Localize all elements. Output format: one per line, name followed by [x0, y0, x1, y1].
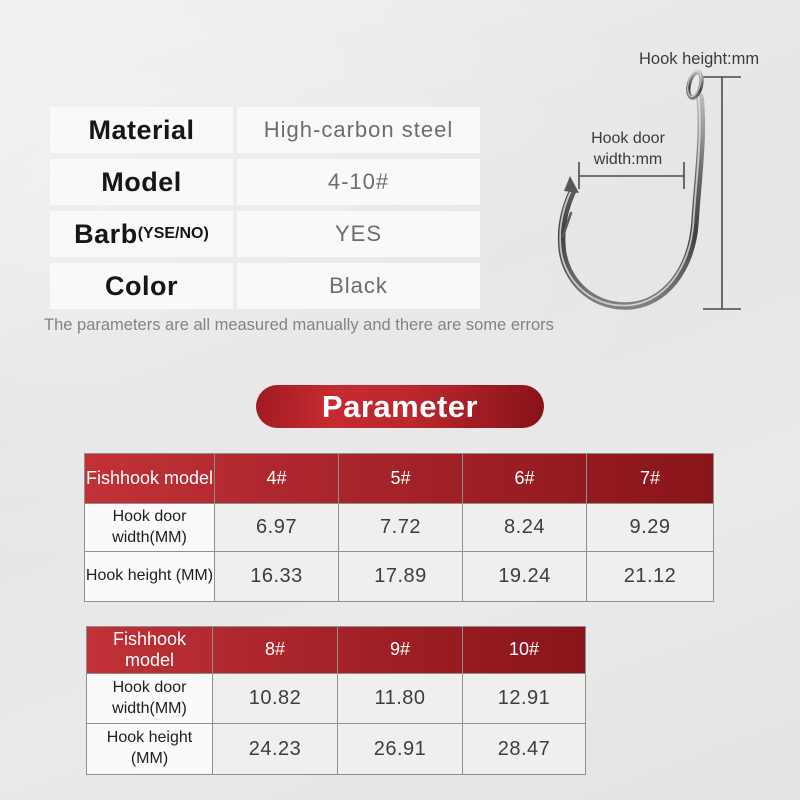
table1-header-model: Fishhook model	[85, 467, 214, 488]
value-cell: 21.12	[586, 552, 713, 601]
measurement-disclaimer: The parameters are all measured manually…	[44, 316, 554, 334]
table2-row-door-width: Hook door width(MM) 10.82 11.80 12.91	[87, 673, 585, 723]
table1-header-7: 7#	[586, 454, 713, 503]
row-label: Hook height (MM)	[85, 552, 214, 601]
spec-label-text: Color	[105, 270, 178, 301]
value-cell: 11.80	[337, 674, 462, 723]
measurement-lines	[578, 76, 741, 310]
value-cell: 6.97	[214, 504, 338, 551]
parameter-table-2: Fishhook model 8# 9# 10# Hook door width…	[86, 626, 586, 775]
spec-label-barb: Barb (YSE/NO)	[50, 211, 233, 257]
table2-header-row: Fishhook model 8# 9# 10#	[87, 627, 585, 673]
table1-header-5: 5#	[338, 454, 462, 503]
spec-label-material: Material	[50, 107, 233, 153]
table1-header-6: 6#	[462, 454, 586, 503]
spec-row-color: Color Black	[50, 263, 480, 309]
table1-row-door-width: Hook door width(MM) 6.97 7.72 8.24 9.29	[85, 503, 713, 551]
spec-value-material: High-carbon steel	[237, 107, 480, 153]
spec-label-color: Color	[50, 263, 233, 309]
table2-header-9: 9#	[337, 627, 462, 673]
parameter-banner: Parameter	[256, 385, 544, 428]
table2-row-height: Hook height (MM) 24.23 26.91 28.47	[87, 723, 585, 774]
value-cell: 10.82	[212, 674, 337, 723]
spec-row-barb: Barb (YSE/NO) YES	[50, 211, 480, 257]
table2-header-model: Fishhook model	[112, 628, 187, 670]
spec-label-text: Barb	[74, 218, 138, 249]
spec-label-suffix: (YSE/NO)	[137, 225, 209, 242]
row-label: Hook height (MM)	[87, 724, 212, 774]
spec-value-barb: YES	[237, 211, 480, 257]
table2-header-8: 8#	[212, 627, 337, 673]
spec-value-color: Black	[237, 263, 480, 309]
value-cell: 28.47	[462, 724, 585, 774]
value-cell: 24.23	[212, 724, 337, 774]
hook-height-label: Hook height:mm	[639, 50, 760, 68]
spec-label-text: Model	[101, 166, 182, 197]
spec-row-model: Model 4-10#	[50, 159, 480, 205]
spec-label-model: Model	[50, 159, 233, 205]
row-label: Hook door width(MM)	[87, 674, 212, 723]
hook-shape	[557, 70, 706, 310]
table1-row-height: Hook height (MM) 16.33 17.89 19.24 21.12	[85, 551, 713, 601]
hook-door-label-line1: Hook door	[591, 130, 665, 147]
fishhook-illustration	[557, 70, 741, 310]
value-cell: 17.89	[338, 552, 462, 601]
value-cell: 12.91	[462, 674, 585, 723]
hook-door-width-label: Hook door width:mm	[572, 128, 684, 170]
value-cell: 8.24	[462, 504, 586, 551]
spec-table: Material High-carbon steel Model 4-10# B…	[50, 107, 480, 309]
table2-header-10: 10#	[462, 627, 585, 673]
spec-label-text: Material	[88, 114, 195, 145]
hook-door-label-line2: width:mm	[593, 151, 663, 168]
value-cell: 16.33	[214, 552, 338, 601]
spec-value-model: 4-10#	[237, 159, 480, 205]
table1-header-4: 4#	[214, 454, 338, 503]
table1-header-row: Fishhook model 4# 5# 6# 7#	[85, 454, 713, 503]
value-cell: 19.24	[462, 552, 586, 601]
value-cell: 26.91	[337, 724, 462, 774]
value-cell: 7.72	[338, 504, 462, 551]
value-cell: 9.29	[586, 504, 713, 551]
spec-row-material: Material High-carbon steel	[50, 107, 480, 153]
row-label: Hook door width(MM)	[85, 504, 214, 551]
parameter-table-1: Fishhook model 4# 5# 6# 7# Hook door wid…	[84, 453, 714, 602]
